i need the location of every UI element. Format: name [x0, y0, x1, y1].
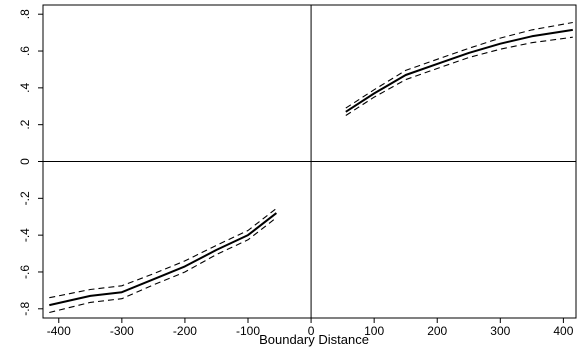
reference-lines	[43, 5, 576, 318]
x-tick-label: -300	[110, 324, 134, 338]
x-tick-label: 0	[308, 324, 315, 338]
x-tick-label: -100	[236, 324, 260, 338]
x-tick-label: -200	[173, 324, 197, 338]
y-axis: -.8 -.6 -.4 -.2 0 .2 .4 .6 .8	[18, 9, 43, 316]
y-tick-label: 0	[18, 158, 32, 165]
x-tick-label: 400	[553, 324, 573, 338]
y-tick-label: .2	[18, 119, 32, 129]
series-line-right-lower	[345, 36, 573, 116]
y-tick-label: .8	[18, 9, 32, 19]
series-line-left-estimate	[49, 212, 278, 307]
series-line-right-estimate	[345, 28, 573, 113]
x-axis-title: Boundary Distance	[259, 332, 369, 347]
series-line-left-lower	[49, 217, 277, 314]
x-axis: -400 -300 -200 -100 0 100 200 300 400	[47, 318, 574, 338]
y-tick-label: -.4	[18, 228, 32, 242]
y-tick-label: .6	[18, 46, 32, 56]
x-tick-label: 200	[427, 324, 447, 338]
x-tick-label: -400	[47, 324, 71, 338]
series-line-right-upper	[345, 21, 573, 109]
series-line-left-upper	[49, 207, 277, 299]
x-tick-label: 100	[364, 324, 384, 338]
series-group	[49, 21, 573, 314]
x-tick-label: 300	[490, 324, 510, 338]
y-tick-label: -.8	[18, 301, 32, 315]
y-tick-label: -.2	[18, 191, 32, 205]
y-tick-label: -.6	[18, 265, 32, 279]
y-tick-label: .4	[18, 83, 32, 93]
